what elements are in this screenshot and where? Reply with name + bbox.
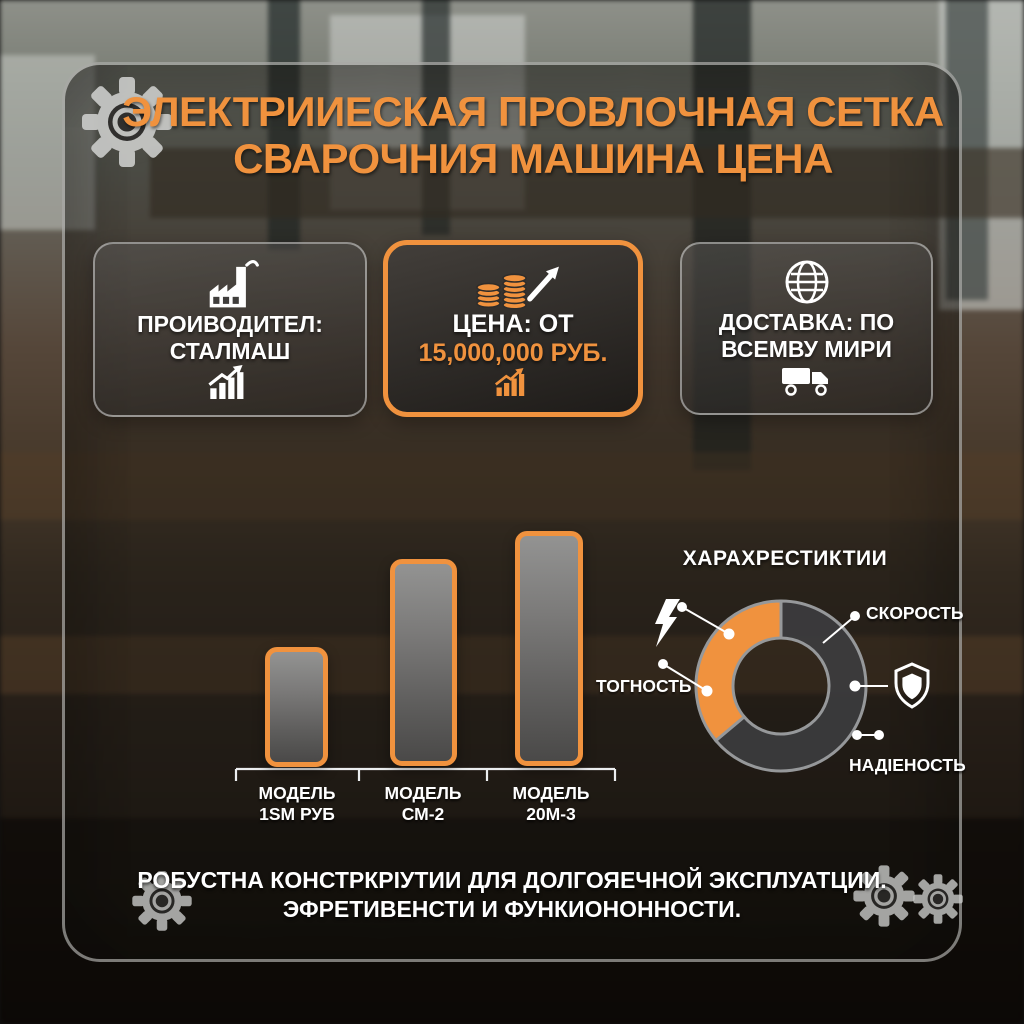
card-delivery-text: ДОСТАВКА: ПО ВСЕМВУ МИРИ [719,309,894,363]
truck-icon [781,368,828,396]
card-manufacturer-text: ПРОИВОДИТЕЛ: СТАЛМАШ [137,311,323,365]
donut-label-speed: СКОРОСТЬ [866,603,964,623]
coins-arrow-icon [476,266,559,310]
donut-title: ХАРАХРЕСТИКТИИ [682,547,888,570]
donut-label-precision: ТОГНОСТЬ [596,676,692,696]
card-manufacturer-line1: ПРОИВОДИТЕЛ: [137,310,323,337]
infographic-panel [62,62,962,962]
page-title: ЭЛЕКТРИИЕСКАЯ ПРОВЛОЧНАЯ СЕТКА СВАРОЧНИЯ… [82,88,962,182]
card-manufacturer-line2: СТАЛМАШ [169,337,291,364]
footer-line-2: ЭФРЕТИВЕНСТИ И ФУНКИОНОННОСТИ. [282,896,742,922]
background-beam [150,148,1024,218]
bar-label-2: МОДЕЛЬ СМ-2 [384,783,462,824]
bar-label-1: МОДЕЛЬ 1SM РУБ [258,783,336,824]
card-price-line1: ЦЕНА: ОТ [452,309,574,338]
card-manufacturer: ПРОИВОДИТЕЛ: СТАЛМАШ [93,242,367,417]
growth-chart-icon [208,364,244,399]
card-delivery: ДОСТАВКА: ПО ВСЕМВУ МИРИ [680,242,933,415]
growth-chart-icon [494,367,525,396]
card-price-value: 15,000,000 РУБ. [418,338,608,367]
bar-model-3 [515,531,583,766]
bar-model-1 [265,647,328,767]
bar-label-3: МОДЕЛЬ 20М-3 [512,783,590,824]
card-price: ЦЕНА: ОТ 15,000,000 РУБ. [383,240,643,417]
title-line-2: СВАРОЧНИЯ МАШИНА ЦЕНА [233,135,833,182]
bar-model-2 [390,559,457,766]
factory-icon [209,260,259,308]
card-price-text: ЦЕНА: ОТ 15,000,000 РУБ. [419,310,608,368]
card-delivery-line2: ВСЕМВУ МИРИ [721,335,892,362]
donut-label-reliability: НАДІЕНОСТЬ [849,755,966,775]
footer-text: РОБУСТНА КОНСТРКРІУТИИ ДЛЯ ДОЛГОЯЕЧНОЙ Э… [92,866,932,924]
title-line-1: ЭЛЕКТРИИЕСКАЯ ПРОВЛОЧНАЯ СЕТКА [122,88,944,135]
globe-icon [785,260,828,304]
card-delivery-line1: ДОСТАВКА: ПО [718,308,895,335]
background-beam [0,452,1024,520]
footer-line-1: РОБУСТНА КОНСТРКРІУТИИ ДЛЯ ДОЛГОЯЕЧНОЙ Э… [137,867,887,893]
